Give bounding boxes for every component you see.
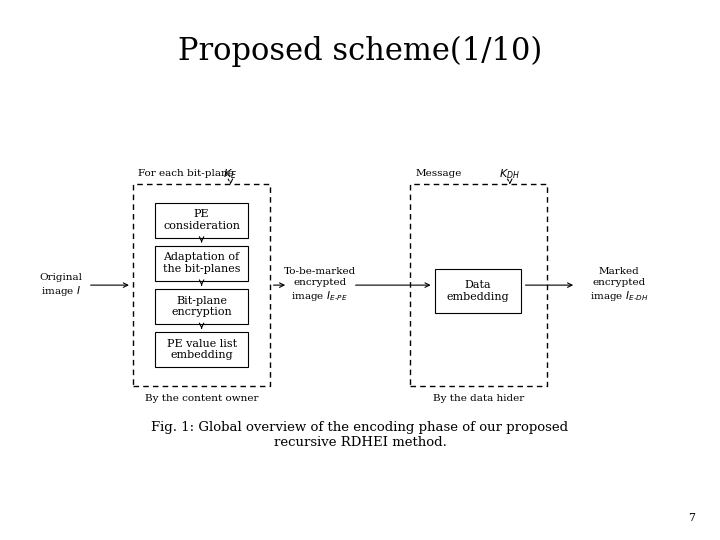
Text: Adaptation of
the bit-planes: Adaptation of the bit-planes <box>163 252 240 274</box>
Text: Fig. 1: Global overview of the encoding phase of our proposed
recursive RDHEI me: Fig. 1: Global overview of the encoding … <box>151 421 569 449</box>
Text: $K_E$: $K_E$ <box>223 167 238 181</box>
Text: Bit-plane
encryption: Bit-plane encryption <box>171 295 232 317</box>
Text: $K_{DH}$: $K_{DH}$ <box>499 167 521 181</box>
Bar <box>155 202 248 238</box>
Text: Proposed scheme(1/10): Proposed scheme(1/10) <box>178 36 542 67</box>
Text: Data
embedding: Data embedding <box>447 280 509 302</box>
Bar <box>155 246 248 281</box>
Text: To-be-marked
encrypted
image $I_{E\text{-}PE}$: To-be-marked encrypted image $I_{E\text{… <box>284 267 356 303</box>
Text: PE
consideration: PE consideration <box>163 209 240 231</box>
Bar <box>435 269 521 313</box>
Text: PE value list
embedding: PE value list embedding <box>166 339 237 361</box>
Text: By the content owner: By the content owner <box>145 394 258 403</box>
Text: For each bit-plane: For each bit-plane <box>138 170 234 178</box>
Text: 7: 7 <box>688 512 695 523</box>
Bar <box>155 332 248 367</box>
Text: Marked
encrypted
image $I_{E\text{-}DH}$: Marked encrypted image $I_{E\text{-}DH}$ <box>590 267 649 303</box>
Text: Message: Message <box>415 170 462 178</box>
Bar <box>410 184 547 386</box>
Text: Original
image $I$: Original image $I$ <box>40 273 83 298</box>
Bar <box>133 184 270 386</box>
Text: By the data hider: By the data hider <box>433 394 524 403</box>
Bar <box>155 289 248 324</box>
